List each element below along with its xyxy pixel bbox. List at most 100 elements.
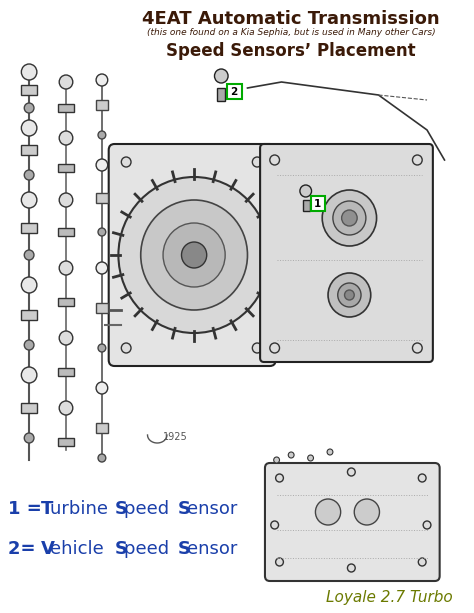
Circle shape bbox=[288, 452, 294, 458]
FancyBboxPatch shape bbox=[21, 145, 37, 155]
Text: ehicle: ehicle bbox=[50, 540, 110, 558]
Text: S: S bbox=[178, 540, 191, 558]
Circle shape bbox=[98, 454, 106, 462]
Text: T: T bbox=[41, 500, 53, 518]
Circle shape bbox=[59, 331, 73, 345]
Circle shape bbox=[412, 155, 422, 165]
Circle shape bbox=[300, 185, 311, 197]
Circle shape bbox=[98, 228, 106, 236]
Circle shape bbox=[315, 499, 341, 525]
FancyBboxPatch shape bbox=[109, 144, 276, 366]
Circle shape bbox=[96, 262, 108, 274]
FancyBboxPatch shape bbox=[58, 298, 74, 306]
Text: 4EAT Automatic Transmission: 4EAT Automatic Transmission bbox=[142, 10, 440, 28]
Circle shape bbox=[59, 75, 73, 89]
Text: Loyale 2.7 Turbo: Loyale 2.7 Turbo bbox=[326, 590, 452, 605]
Circle shape bbox=[24, 103, 34, 113]
Circle shape bbox=[418, 558, 426, 566]
Text: V: V bbox=[41, 540, 55, 558]
Circle shape bbox=[59, 401, 73, 415]
Text: urbine: urbine bbox=[50, 500, 114, 518]
Circle shape bbox=[328, 273, 371, 317]
Text: Speed Sensors’ Placement: Speed Sensors’ Placement bbox=[166, 42, 416, 60]
FancyBboxPatch shape bbox=[303, 200, 310, 211]
Circle shape bbox=[338, 283, 361, 307]
Circle shape bbox=[163, 223, 225, 287]
Circle shape bbox=[21, 192, 37, 208]
Circle shape bbox=[345, 290, 354, 300]
FancyBboxPatch shape bbox=[96, 303, 108, 313]
Text: peed: peed bbox=[124, 500, 175, 518]
Circle shape bbox=[333, 201, 366, 235]
Text: (this one found on a Kia Sephia, but is used in Many other Cars): (this one found on a Kia Sephia, but is … bbox=[147, 28, 436, 37]
Circle shape bbox=[59, 131, 73, 145]
Circle shape bbox=[141, 200, 247, 310]
FancyBboxPatch shape bbox=[58, 228, 74, 236]
Circle shape bbox=[98, 131, 106, 139]
Text: 1925: 1925 bbox=[163, 432, 188, 442]
FancyBboxPatch shape bbox=[96, 193, 108, 203]
Circle shape bbox=[24, 170, 34, 180]
Circle shape bbox=[327, 449, 333, 455]
Circle shape bbox=[270, 155, 280, 165]
Circle shape bbox=[121, 343, 131, 353]
Circle shape bbox=[412, 343, 422, 353]
Text: ensor: ensor bbox=[187, 540, 237, 558]
Text: 1: 1 bbox=[314, 199, 321, 208]
FancyBboxPatch shape bbox=[21, 310, 37, 320]
Circle shape bbox=[96, 74, 108, 86]
Circle shape bbox=[423, 521, 431, 529]
FancyBboxPatch shape bbox=[96, 100, 108, 110]
Circle shape bbox=[21, 277, 37, 293]
FancyBboxPatch shape bbox=[21, 223, 37, 233]
Circle shape bbox=[322, 190, 376, 246]
Circle shape bbox=[418, 474, 426, 482]
Text: S: S bbox=[115, 540, 128, 558]
Circle shape bbox=[21, 367, 37, 383]
FancyBboxPatch shape bbox=[21, 403, 37, 413]
Circle shape bbox=[182, 242, 207, 268]
Circle shape bbox=[342, 210, 357, 226]
Circle shape bbox=[252, 343, 262, 353]
Circle shape bbox=[273, 457, 280, 463]
Circle shape bbox=[347, 564, 355, 572]
Circle shape bbox=[308, 455, 313, 461]
Circle shape bbox=[98, 344, 106, 352]
Circle shape bbox=[276, 474, 283, 482]
Bar bbox=[310, 196, 325, 211]
Text: 2=: 2= bbox=[8, 540, 42, 558]
Text: ensor: ensor bbox=[187, 500, 237, 518]
Circle shape bbox=[21, 64, 37, 80]
Circle shape bbox=[21, 120, 37, 136]
FancyBboxPatch shape bbox=[58, 164, 74, 172]
Circle shape bbox=[121, 157, 131, 167]
FancyBboxPatch shape bbox=[218, 88, 225, 101]
FancyBboxPatch shape bbox=[96, 423, 108, 433]
Circle shape bbox=[215, 69, 228, 83]
FancyBboxPatch shape bbox=[260, 144, 433, 362]
Text: S: S bbox=[115, 500, 128, 518]
FancyBboxPatch shape bbox=[58, 438, 74, 446]
Text: peed: peed bbox=[124, 540, 175, 558]
FancyBboxPatch shape bbox=[21, 85, 37, 95]
Circle shape bbox=[59, 193, 73, 207]
Text: 2: 2 bbox=[230, 86, 237, 96]
Text: S: S bbox=[178, 500, 191, 518]
Circle shape bbox=[276, 558, 283, 566]
Circle shape bbox=[24, 433, 34, 443]
Circle shape bbox=[59, 261, 73, 275]
Bar bbox=[227, 84, 242, 99]
Circle shape bbox=[270, 343, 280, 353]
FancyBboxPatch shape bbox=[58, 368, 74, 376]
Circle shape bbox=[24, 250, 34, 260]
Circle shape bbox=[347, 468, 355, 476]
Circle shape bbox=[96, 382, 108, 394]
Circle shape bbox=[354, 499, 380, 525]
Circle shape bbox=[118, 177, 270, 333]
Circle shape bbox=[96, 159, 108, 171]
Circle shape bbox=[24, 340, 34, 350]
FancyBboxPatch shape bbox=[265, 463, 440, 581]
Circle shape bbox=[252, 157, 262, 167]
Text: 1 =: 1 = bbox=[8, 500, 48, 518]
Circle shape bbox=[271, 521, 279, 529]
